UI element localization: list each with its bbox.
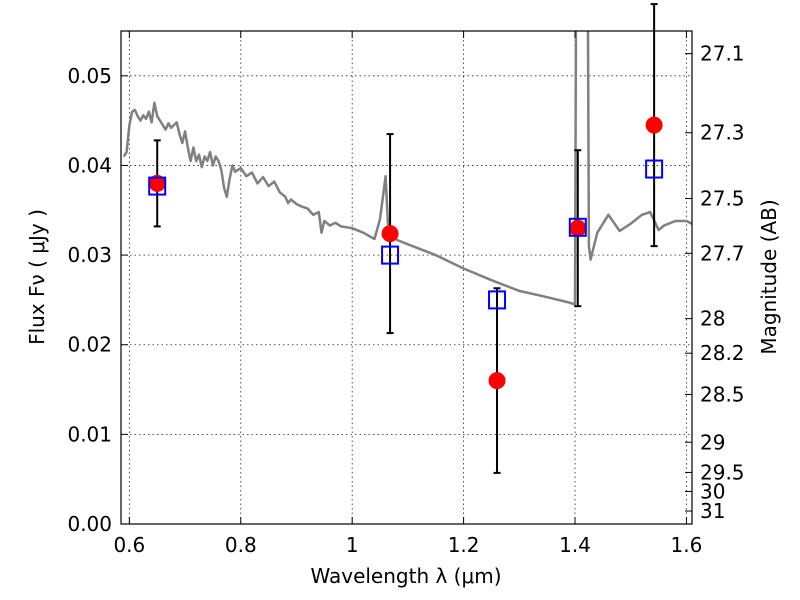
right-tick-label: 27.3: [700, 121, 745, 145]
error-bars: [153, 3, 658, 474]
model-point: [488, 290, 507, 310]
model-point: [381, 245, 400, 265]
x-tick-label: 1.2: [448, 533, 480, 557]
model-point: [645, 159, 664, 179]
x-tick-label: 1.4: [559, 533, 591, 557]
model-spectrum: [122, 31, 692, 306]
y-tick-label: 0.02: [67, 333, 112, 357]
y-tick-label: 0.00: [67, 512, 112, 536]
y-axis-title: Flux Fν ( μJy ): [25, 209, 49, 345]
x-tick-label: 0.8: [225, 533, 257, 557]
observed-point: [645, 116, 663, 134]
x-tick-label: 1: [346, 533, 359, 557]
model-point: [568, 217, 587, 237]
x-axis-title: Wavelength λ (μm): [310, 564, 501, 588]
y-axis-ticks: 0.00 0.01 0.02 0.03 0.04 0.05: [67, 64, 128, 536]
observed-point: [381, 225, 399, 243]
right-tick-label: 29.5: [700, 460, 745, 484]
right-tick-label: 30: [700, 479, 725, 503]
right-tick-label: 31: [700, 499, 725, 523]
right-tick-label: 27.7: [700, 241, 745, 265]
y-tick-label: 0.03: [67, 243, 112, 267]
y-tick-label: 0.01: [67, 422, 112, 446]
observed-point: [569, 219, 587, 237]
plot-frame: [120, 30, 693, 525]
y-tick-label: 0.05: [67, 64, 112, 88]
observed-points: [148, 116, 663, 390]
model-point: [148, 176, 167, 196]
y-tick-label: 0.04: [67, 153, 112, 177]
right-axis-title: Magnitude (AB): [757, 199, 781, 354]
model-photometry-points: [148, 159, 664, 310]
spectrum-line: [122, 31, 692, 306]
right-tick-label: 28.2: [700, 341, 745, 365]
observed-point: [488, 372, 506, 390]
right-tick-label: 27.5: [700, 187, 745, 211]
right-tick-label: 27.1: [700, 42, 745, 66]
grid-lines: [121, 31, 692, 525]
right-tick-label: 28: [700, 307, 725, 331]
x-tick-label: 0.6: [113, 533, 145, 557]
right-tick-label: 28.5: [700, 382, 745, 406]
right-tick-label: 29: [700, 430, 725, 454]
x-tick-label: 1.6: [671, 533, 703, 557]
x-axis-ticks: 0.6 0.8 1 1.2 1.4 1.6: [113, 31, 702, 557]
